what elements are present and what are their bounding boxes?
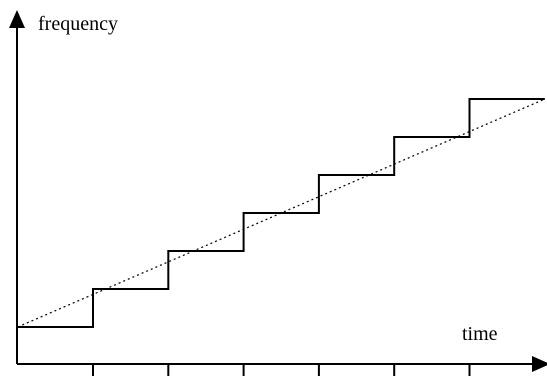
x-axis-label: time — [462, 323, 498, 345]
x-ticks — [92, 364, 471, 376]
axes — [9, 10, 547, 372]
series-layer — [17, 98, 546, 328]
y-axis-label: frequency — [38, 13, 118, 35]
trend-line-dotted — [17, 98, 546, 328]
